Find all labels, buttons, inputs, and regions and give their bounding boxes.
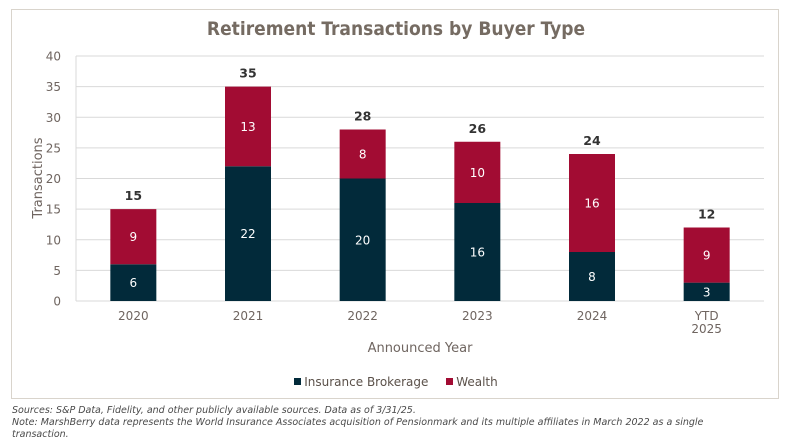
bar-value-label: 13 <box>240 120 255 134</box>
bar-value-label: 6 <box>130 276 138 290</box>
bars: 6 9 15 22 13 35 20 8 28 16 10 26 8 16 24 3 9 12 <box>110 66 730 301</box>
bar-segment-insurance-brokerage <box>683 282 730 301</box>
y-tick-label: 20 <box>46 172 61 186</box>
methodology-note-continued: transaction. <box>12 429 69 440</box>
y-axis-ticks: 0 5 10 15 20 25 30 35 40 <box>46 50 61 309</box>
legend-label: Wealth <box>456 374 498 389</box>
x-axis-label: Announced Year <box>368 341 474 356</box>
bar-total-label: 28 <box>354 109 371 124</box>
chart-frame <box>11 9 779 399</box>
bar-total-label: 12 <box>698 207 715 222</box>
x-tick-label: 2021 <box>233 309 264 323</box>
y-tick-label: 35 <box>46 80 61 94</box>
x-tick-label: 2025 <box>691 322 722 336</box>
y-tick-label: 30 <box>46 111 61 125</box>
bar-segment-insurance-brokerage <box>339 178 386 301</box>
bar-value-label: 10 <box>470 166 485 180</box>
bar-value-label: 22 <box>240 227 255 241</box>
bar-segment-wealth <box>683 227 730 283</box>
bar-value-label: 3 <box>703 285 711 299</box>
bar-value-label: 20 <box>355 233 370 247</box>
legend-item-wealth[interactable]: Wealth <box>446 375 498 389</box>
bar-total-label: 35 <box>239 66 256 81</box>
y-tick-label: 40 <box>46 50 61 64</box>
bar-value-label: 9 <box>130 230 138 244</box>
x-tick-label: 2020 <box>118 309 149 323</box>
legend-label: Insurance Brokerage <box>304 374 429 389</box>
legend-swatch-wealth <box>446 378 454 385</box>
y-tick-label: 0 <box>53 295 61 309</box>
bar-segment-wealth <box>339 129 386 179</box>
bar-total-label: 15 <box>125 188 142 203</box>
bar-segment-insurance-brokerage <box>110 264 157 301</box>
x-tick-label: YTD <box>694 309 719 323</box>
bar-segment-wealth <box>225 86 271 167</box>
y-tick-label: 25 <box>46 141 61 155</box>
gridlines <box>75 55 764 302</box>
chart-title: Retirement Transactions by Buyer Type <box>206 18 586 40</box>
bar-value-label: 8 <box>588 270 596 284</box>
footnotes: Sources: S&P Data, Fidelity, and other p… <box>12 405 703 441</box>
bar-segment-wealth <box>110 209 157 265</box>
bar-segment-insurance-brokerage <box>454 203 501 301</box>
bar-segment-insurance-brokerage <box>225 166 271 301</box>
x-tick-label: 2024 <box>577 309 608 323</box>
methodology-note: Note: MarshBerry data represents the Wor… <box>12 417 704 428</box>
y-tick-label: 15 <box>46 203 61 217</box>
bar-segment-wealth <box>569 154 615 252</box>
y-tick-label: 10 <box>46 233 61 247</box>
bar-total-label: 26 <box>469 121 487 136</box>
legend-swatch-insurance-brokerage <box>294 378 302 385</box>
bar-segment-insurance-brokerage <box>569 252 615 301</box>
bar-value-label: 16 <box>584 197 599 211</box>
legend: Insurance Brokerage Wealth <box>0 374 792 389</box>
sources-note: Sources: S&P Data, Fidelity, and other p… <box>12 405 416 416</box>
bar-value-label: 16 <box>470 246 485 260</box>
bar-total-label: 24 <box>583 133 601 148</box>
y-tick-label: 5 <box>53 264 61 278</box>
bar-segment-wealth <box>454 141 501 203</box>
bar-value-label: 8 <box>359 148 367 162</box>
y-axis-label: Transactions <box>31 137 46 219</box>
bar-value-label: 9 <box>703 249 711 263</box>
x-tick-label: 2023 <box>462 309 493 323</box>
legend-item-insurance-brokerage[interactable]: Insurance Brokerage <box>294 375 428 389</box>
x-tick-label: 2022 <box>347 309 378 323</box>
